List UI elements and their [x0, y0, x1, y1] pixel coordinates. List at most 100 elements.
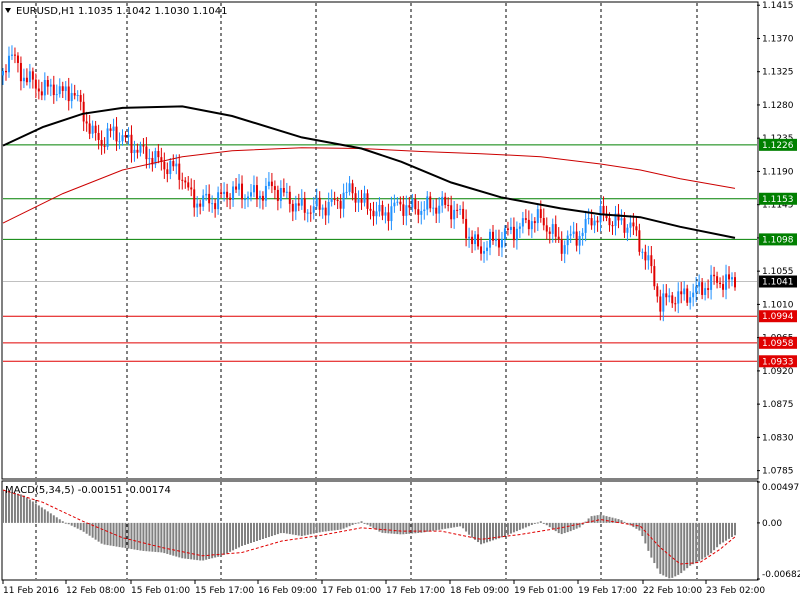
candle-body — [306, 212, 309, 214]
candle-body — [596, 220, 599, 223]
macd-axis: 0.00497 0.00 -0.00682 — [757, 481, 800, 580]
candle-body — [291, 203, 294, 212]
candle-body — [339, 200, 342, 209]
candles — [2, 45, 736, 322]
price-tick-label: 1.1325 — [762, 68, 794, 78]
macd-bar — [273, 522, 276, 536]
macd-bar — [414, 522, 417, 534]
candle-body — [375, 211, 378, 217]
macd-bar — [411, 522, 414, 534]
price-tick-label: 1.1145 — [762, 201, 794, 211]
candle-body — [494, 238, 497, 241]
macd-tick-label: -0.00682 — [762, 570, 800, 580]
candle-body — [79, 95, 82, 102]
candle-body — [480, 246, 483, 254]
candle-body — [193, 189, 196, 208]
macd-bar — [142, 522, 145, 551]
candle-body — [578, 236, 581, 246]
macd-bar — [551, 522, 554, 530]
candle-body — [321, 207, 324, 210]
macd-bar — [444, 522, 447, 529]
candle-body — [31, 71, 34, 80]
price-tick-label: 1.1190 — [762, 167, 794, 177]
macd-bar — [315, 522, 318, 533]
candle-body — [566, 235, 569, 246]
candle-body — [154, 151, 157, 165]
candle-body — [668, 295, 671, 298]
macd-signal-line — [2, 489, 736, 565]
macd-bar — [217, 522, 220, 557]
macd-bar — [163, 522, 166, 554]
macd-bar — [297, 522, 300, 536]
macd-bar — [542, 522, 545, 524]
candle-body — [671, 295, 674, 304]
candle-body — [456, 209, 459, 211]
candle-body — [264, 185, 267, 201]
macd-bar — [560, 522, 563, 535]
candle-body — [285, 191, 288, 193]
candle-body — [205, 193, 208, 196]
candle-body — [336, 200, 339, 202]
candle-body — [426, 196, 429, 210]
macd-bar — [330, 522, 333, 531]
candle-body — [593, 220, 596, 226]
macd-bar — [258, 522, 261, 541]
macd-bar — [665, 522, 668, 577]
candle-body — [318, 197, 321, 210]
level-tag-label: 1.1226 — [762, 141, 794, 151]
macd-bar — [734, 522, 736, 536]
candle-body — [118, 141, 121, 143]
macd-bar — [46, 511, 49, 523]
candle-body — [722, 284, 725, 290]
candle-body — [357, 199, 360, 203]
macd-bar — [429, 522, 432, 532]
macd-bar — [489, 522, 492, 542]
candle-body — [575, 231, 578, 246]
macd-bar — [333, 522, 336, 531]
macd-bar — [19, 494, 22, 523]
moving-averages — [2, 105, 736, 239]
candle-body — [300, 198, 303, 206]
macd-bar — [731, 522, 734, 538]
candle-body — [713, 274, 716, 277]
current-price-label: 1.1041 — [762, 277, 794, 287]
macd-bar — [49, 513, 52, 523]
candle-body — [351, 183, 354, 194]
macd-bar — [710, 522, 713, 554]
macd-bar — [459, 522, 462, 527]
candle-body — [614, 213, 617, 226]
macd-bar — [728, 522, 731, 539]
macd-bar — [497, 522, 500, 539]
candle-body — [489, 231, 492, 248]
macd-bar — [223, 522, 226, 555]
macd-bar — [435, 522, 438, 531]
collapse-triangle-icon[interactable] — [5, 8, 11, 13]
candle-body — [229, 197, 232, 200]
candle-body — [572, 231, 575, 235]
candle-body — [734, 277, 736, 288]
macd-bar — [190, 522, 193, 560]
candle-body — [503, 228, 506, 239]
candle-body — [632, 222, 635, 227]
macd-bar — [716, 522, 719, 548]
macd-bar — [172, 522, 175, 556]
macd-bar — [229, 522, 232, 552]
candle-body — [551, 224, 554, 234]
macd-bar — [593, 515, 596, 523]
macd-bar — [202, 522, 205, 561]
candle-body — [70, 93, 73, 102]
candle-body — [387, 212, 390, 222]
time-tick-label: 19 Feb 17:00 — [578, 586, 637, 596]
candle-body — [378, 204, 381, 212]
macd-bar — [148, 522, 151, 552]
candle-body — [127, 134, 130, 138]
macd-bar — [31, 501, 34, 523]
candle-body — [719, 282, 722, 285]
macd-bar — [626, 522, 629, 524]
macd-bar — [381, 522, 384, 533]
candle-body — [178, 163, 181, 180]
candle-body — [411, 198, 414, 208]
candle-body — [515, 228, 518, 241]
candle-body — [64, 86, 67, 91]
candle-body — [450, 205, 453, 220]
